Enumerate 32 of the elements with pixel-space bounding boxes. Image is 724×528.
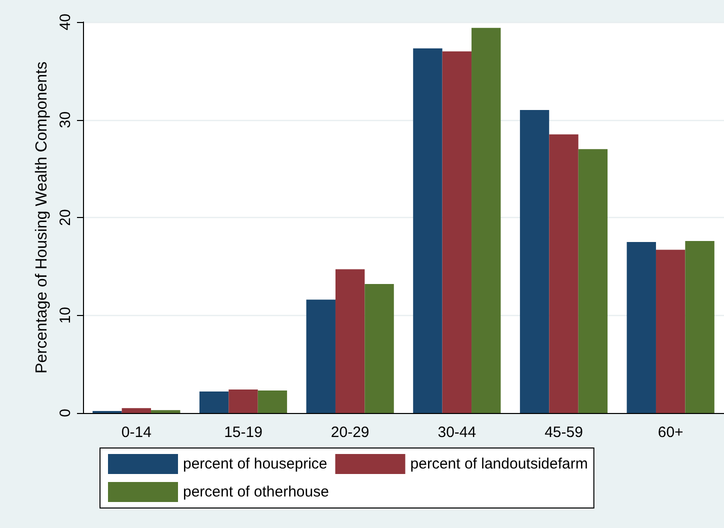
bar [122,408,152,413]
bar [306,300,336,413]
bar [413,48,442,413]
x-tick-label: 0-14 [121,424,152,441]
y-tick-label: 40 [57,14,74,30]
bar [685,240,714,413]
legend-label: percent of houseprice [183,456,328,472]
bar [228,390,258,413]
bar [199,391,229,413]
x-tick-label: 45-59 [544,424,583,441]
bar [442,51,472,413]
bar [151,410,180,413]
bar [335,269,365,413]
bar [520,110,550,413]
bar [364,284,394,413]
x-tick-label: 60+ [658,424,684,441]
bar [258,390,288,413]
y-tick-label: 20 [57,209,74,226]
y-tick-label: 30 [57,111,74,128]
y-axis-title: Percentage of Housing Wealth Components [34,62,51,374]
bar [549,134,578,413]
bar [656,250,686,413]
x-tick-label: 15-19 [224,424,262,441]
y-tick-label: 10 [57,306,74,324]
y-tick-label: 0 [57,408,74,418]
legend-label: percent of otherhouse [183,484,329,500]
bar [626,242,656,413]
x-tick-label: 20-29 [330,424,370,441]
x-tick-label: 30-44 [438,424,476,441]
bar [578,149,608,413]
bar [472,28,501,413]
legend-label: percent of landoutsidefarm [410,456,588,472]
